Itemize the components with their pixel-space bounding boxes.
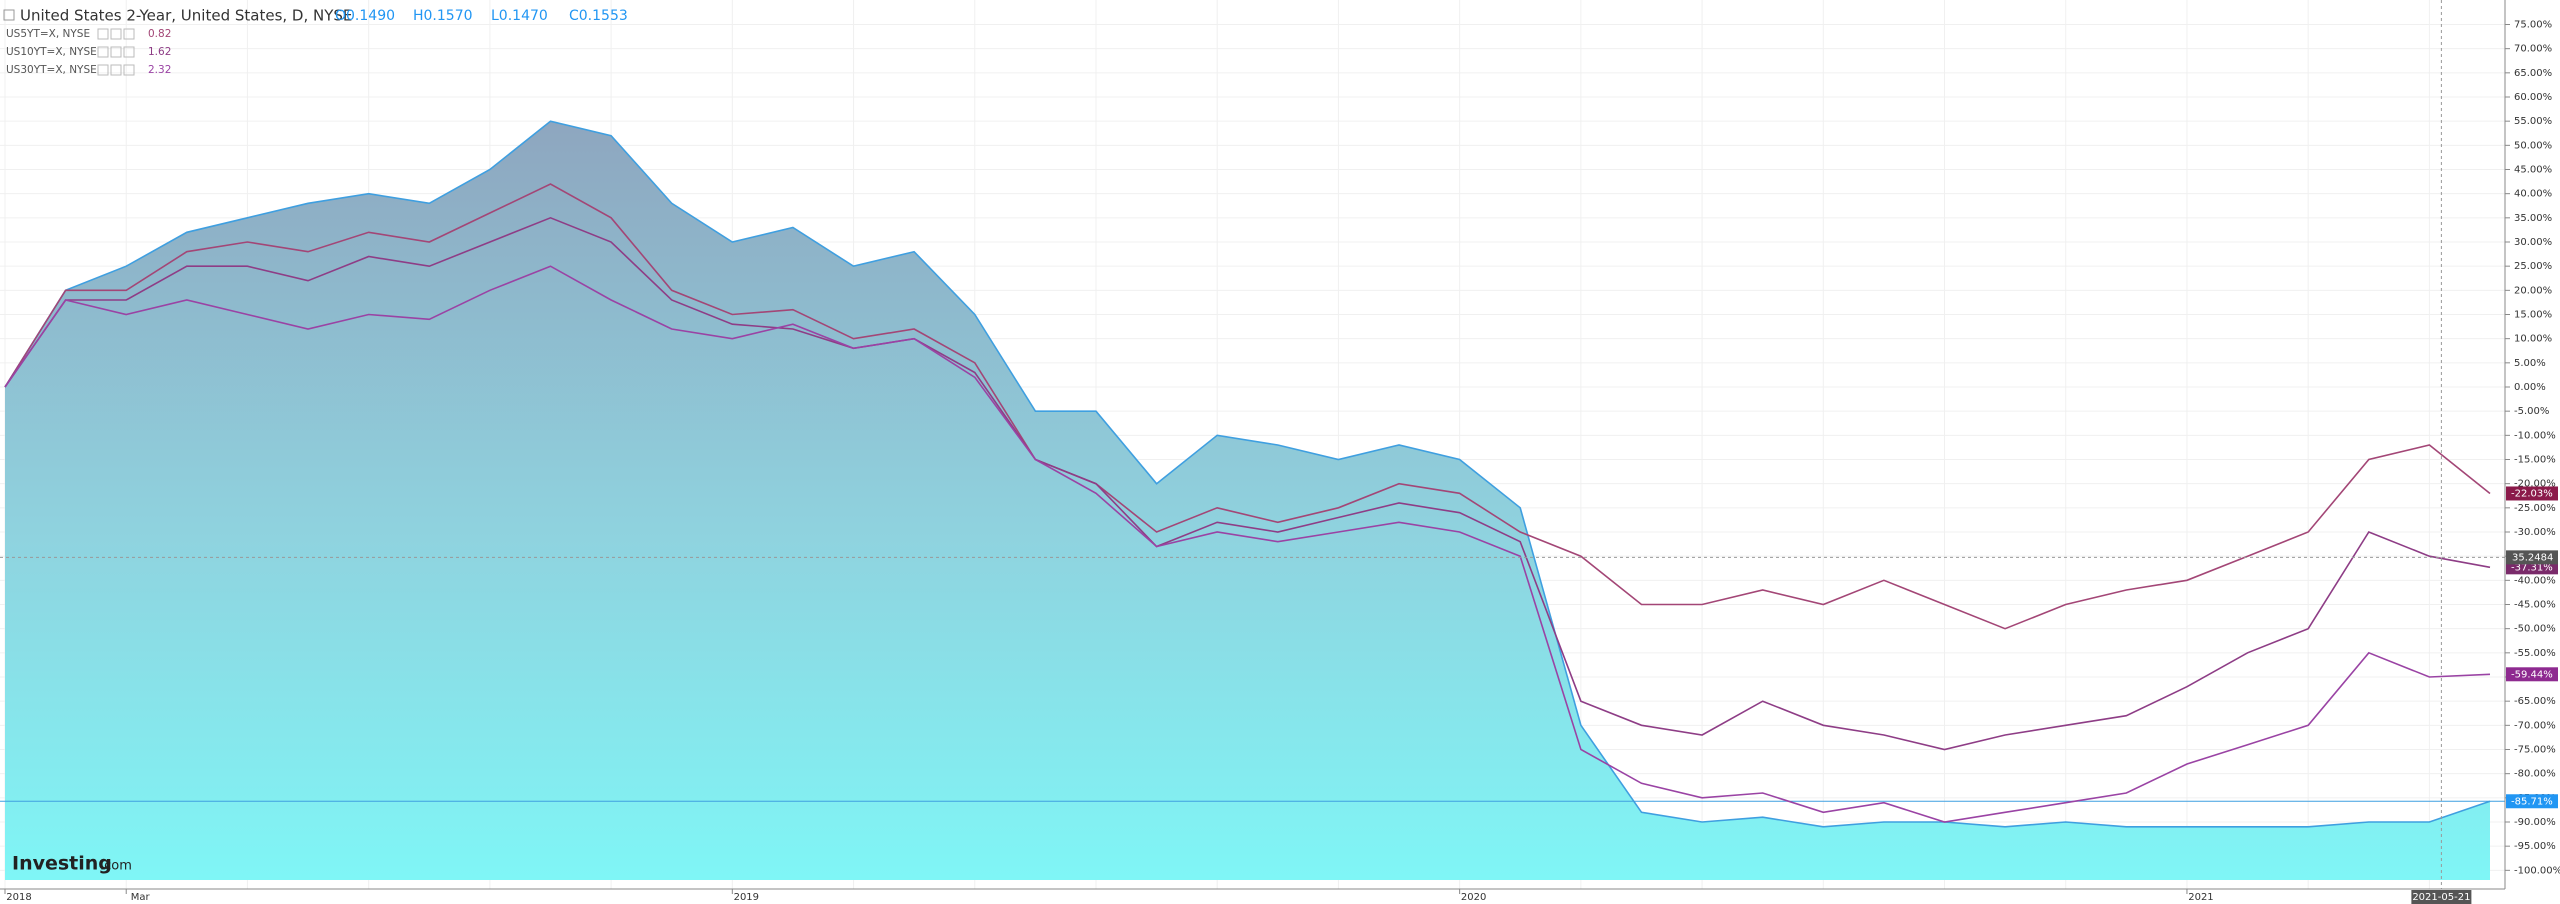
logo-name: Investing <box>12 853 112 875</box>
legend-value: 1.62 <box>148 46 171 58</box>
legend-value: 2.32 <box>148 64 171 76</box>
plot <box>0 0 2505 889</box>
legend-name: US30YT=X, NYSE <box>6 64 97 76</box>
legend-icon <box>110 64 122 76</box>
legend-name: US5YT=X, NYSE <box>6 28 90 40</box>
legend-icon <box>110 28 122 40</box>
ohlc-value: C0.1553 <box>569 8 628 24</box>
y-tick-label: -40.00% <box>2514 575 2556 586</box>
y-tick-label: 20.00% <box>2514 285 2552 296</box>
y-tick-label: -30.00% <box>2514 527 2556 538</box>
y-tick-label: 55.00% <box>2514 116 2552 127</box>
line <box>4 216 2491 751</box>
x-tick-label: 2021 <box>2188 892 2213 903</box>
y-tick-label: 60.00% <box>2514 92 2552 103</box>
end-label: -59.44% <box>2511 669 2553 680</box>
crosshair-label-box <box>2506 550 2558 565</box>
y-tick-label: -55.00% <box>2514 648 2556 659</box>
legend-icon <box>110 46 122 58</box>
legend-title: United States 2-Year, United States, D, … <box>20 7 352 25</box>
crosshair-x-box <box>2411 890 2472 904</box>
axis: 75.00% 70.00% 65.00% 60.00% 55.00% 50.00% 45.0… <box>4 20 2560 904</box>
legend-icon <box>97 46 109 58</box>
end-label-box <box>2506 667 2558 682</box>
y-tick-label: -25.00% <box>2514 503 2556 514</box>
y-tick-label: 15.00% <box>2514 310 2552 321</box>
line <box>4 265 2491 823</box>
y-tick-label: -45.00% <box>2514 600 2556 611</box>
y-tick-label: 50.00% <box>2514 140 2552 151</box>
x-tick-label: 2019 <box>734 892 759 903</box>
legend-icon <box>97 28 109 40</box>
y-tick-label: -50.00% <box>2514 624 2556 635</box>
y-tick-label: -5.00% <box>2514 406 2549 417</box>
legend: United States 2-Year, United States, D, … <box>3 7 628 76</box>
ohlc-value: O0.1490 <box>335 8 395 24</box>
y-tick-label: 45.00% <box>2514 165 2552 176</box>
y-tick-label: 5.00% <box>2514 358 2546 369</box>
x-tick-label: 2020 <box>1461 892 1486 903</box>
y-tick-label: 0.00% <box>2514 382 2546 393</box>
collapse-icon[interactable] <box>3 9 15 21</box>
y-tick-label: 10.00% <box>2514 334 2552 345</box>
logo: Investing .com <box>12 853 132 875</box>
end-label: -37.31% <box>2511 562 2553 573</box>
y-tick-label: -70.00% <box>2514 720 2556 731</box>
logo-suffix: .com <box>100 859 132 874</box>
legend-name: US10YT=X, NYSE <box>6 46 97 58</box>
legend-icon <box>123 64 135 76</box>
y-tick-label: 25.00% <box>2514 261 2552 272</box>
line <box>4 120 2491 828</box>
y-tick-label: -80.00% <box>2514 769 2556 780</box>
x-tick-label: 2018 <box>6 892 31 903</box>
y-tick-label: 65.00% <box>2514 68 2552 79</box>
crosshair-label: 35.2484 <box>2512 552 2553 563</box>
y-tick-label: 70.00% <box>2514 44 2552 55</box>
area <box>5 121 2490 880</box>
end-label: -85.71% <box>2511 796 2553 807</box>
line <box>4 183 2491 630</box>
y-tick-label: -20.00% <box>2514 479 2556 490</box>
crosshair-x-label: 2021-05-21 <box>2412 892 2470 903</box>
ohlc-value: H0.1570 <box>413 8 473 24</box>
x-tick-label: Mar <box>131 892 151 903</box>
y-tick-label: 35.00% <box>2514 213 2552 224</box>
ohlc-value: L0.1470 <box>491 8 548 24</box>
y-tick-label: 75.00% <box>2514 20 2552 31</box>
y-tick-label: -75.00% <box>2514 745 2556 756</box>
y-tick-label: -10.00% <box>2514 430 2556 441</box>
legend-icon <box>123 28 135 40</box>
y-tick-label: 30.00% <box>2514 237 2552 248</box>
legend-icon <box>97 64 109 76</box>
end-label-box <box>2506 794 2558 809</box>
y-tick-label: -95.00% <box>2514 841 2556 852</box>
y-tick-label: -15.00% <box>2514 455 2556 466</box>
y-tick-label: -65.00% <box>2514 696 2556 707</box>
legend-value: 0.82 <box>148 28 171 40</box>
y-tick-label: -100.00% <box>2514 865 2560 876</box>
y-tick-label: 40.00% <box>2514 189 2552 200</box>
end-label-box <box>2506 486 2558 501</box>
y-tick-label: -90.00% <box>2514 817 2556 828</box>
legend-icon <box>123 46 135 58</box>
end-label: -22.03% <box>2511 488 2553 499</box>
